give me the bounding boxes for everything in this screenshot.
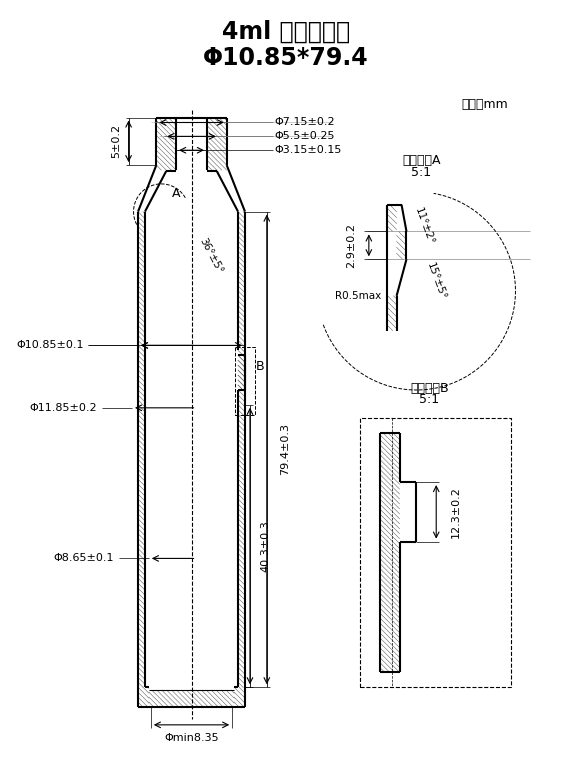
Text: 11°±2°: 11°±2°: [413, 206, 436, 247]
Text: Φ11.85±0.2: Φ11.85±0.2: [30, 403, 97, 413]
Text: 局部放大B: 局部放大B: [410, 381, 449, 394]
Text: 5:1: 5:1: [411, 166, 431, 178]
Text: 5±0.2: 5±0.2: [111, 124, 121, 159]
Text: 79.4±0.3: 79.4±0.3: [280, 423, 290, 475]
Text: Φ10.85±0.1: Φ10.85±0.1: [16, 341, 84, 350]
Text: R0.5max: R0.5max: [336, 291, 381, 301]
Text: Φ10.85*79.4: Φ10.85*79.4: [203, 46, 368, 70]
Text: 15°±5°: 15°±5°: [425, 261, 448, 301]
Text: Φmin8.35: Φmin8.35: [164, 733, 219, 743]
Text: Φ3.15±0.15: Φ3.15±0.15: [275, 145, 342, 156]
Text: 4ml 双腔卡式瓶: 4ml 双腔卡式瓶: [221, 19, 350, 44]
Bar: [235, 348, 255, 415]
Text: 单位：mm: 单位：mm: [461, 98, 508, 111]
Text: Φ8.65±0.1: Φ8.65±0.1: [54, 553, 114, 563]
Text: 局部放大A: 局部放大A: [402, 153, 440, 166]
Text: 12.3±0.2: 12.3±0.2: [451, 486, 461, 538]
Text: Φ5.5±0.25: Φ5.5±0.25: [275, 131, 335, 142]
Text: 36°±5°: 36°±5°: [198, 237, 225, 276]
Text: A: A: [172, 187, 181, 200]
Bar: [360, 418, 511, 687]
Text: Φ7.15±0.2: Φ7.15±0.2: [275, 117, 335, 128]
Text: 40.3±0.3: 40.3±0.3: [261, 520, 271, 572]
Text: 5:1: 5:1: [419, 394, 439, 406]
Text: 2.9±0.2: 2.9±0.2: [346, 223, 356, 268]
Text: B: B: [256, 359, 264, 373]
